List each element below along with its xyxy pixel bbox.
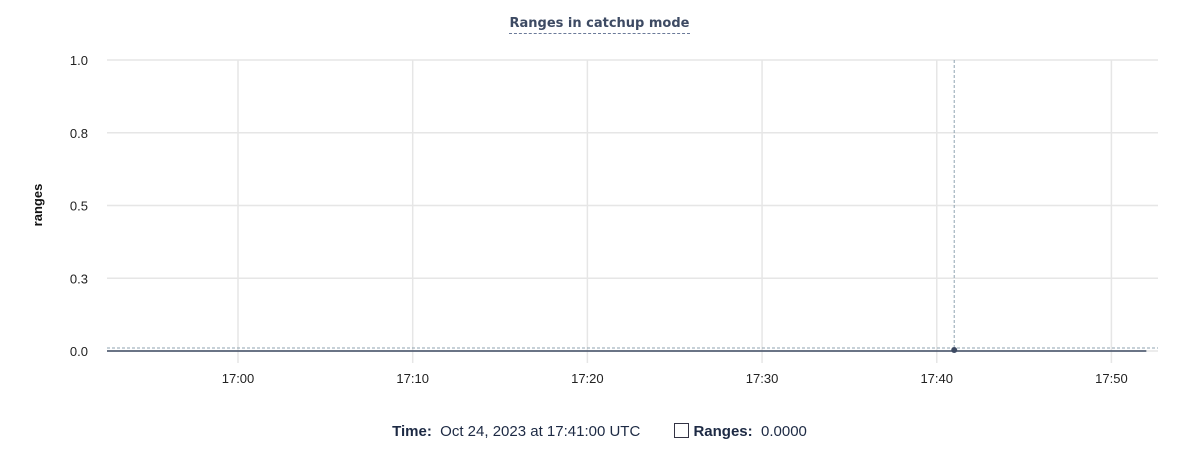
chart-title[interactable]: Ranges in catchup mode (0, 14, 1199, 34)
x-tick-label: 17:50 (1095, 371, 1128, 386)
x-tick-label: 17:00 (222, 371, 255, 386)
y-tick-label: 1.0 (70, 53, 88, 68)
chart-title-text[interactable]: Ranges in catchup mode (509, 16, 690, 34)
hover-point (951, 347, 958, 353)
y-tick-label: 0.0 (70, 344, 88, 359)
series-swatch-icon[interactable] (674, 423, 690, 438)
x-tick-label: 17:40 (920, 371, 953, 386)
series-value: 0.0000 (761, 423, 807, 440)
y-tick-label: 0.8 (70, 126, 88, 141)
y-tick-label: 0.3 (70, 271, 88, 286)
x-tick-label: 17:10 (396, 371, 429, 386)
hover-legend: Time: Oct 24, 2023 at 17:41:00 UTC Range… (0, 423, 1199, 440)
x-tick-label: 17:20 (571, 371, 604, 386)
y-axis-label: ranges (30, 184, 45, 227)
x-tick-label: 17:30 (746, 371, 779, 386)
series-label: Ranges: (693, 423, 753, 440)
y-tick-label: 0.5 (70, 199, 88, 214)
time-value: Oct 24, 2023 at 17:41:00 UTC (440, 423, 641, 440)
time-label: Time: (392, 423, 432, 440)
